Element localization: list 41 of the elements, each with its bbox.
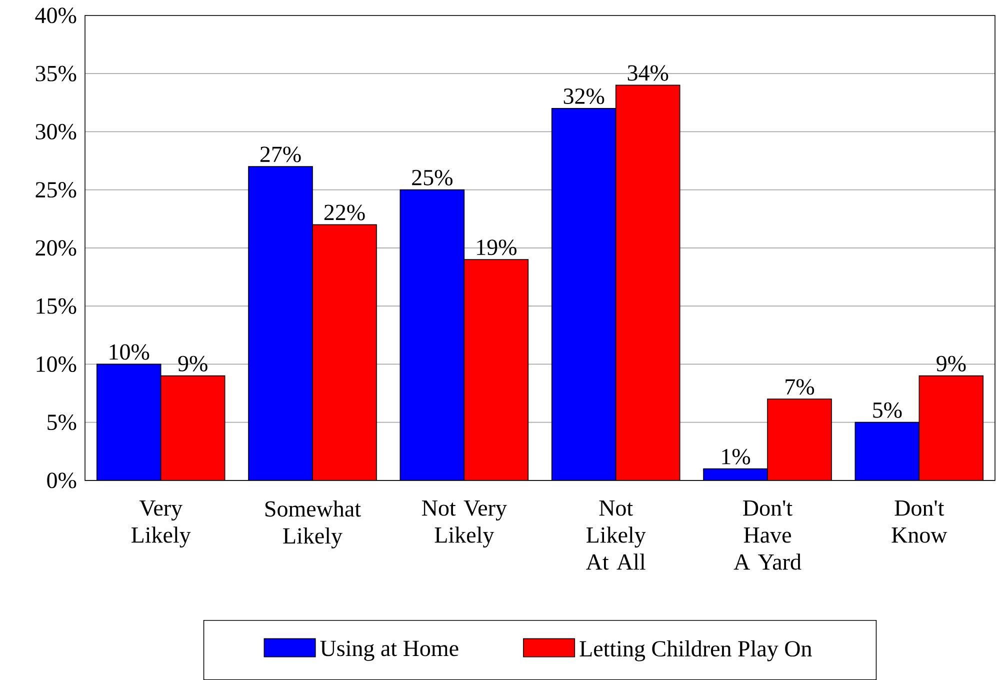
data-label: 5% [873, 402, 902, 418]
bar [464, 260, 528, 480]
y-tick-label: 35% [36, 66, 76, 82]
bar [96, 364, 161, 480]
bar [312, 224, 377, 480]
x-tick-label: Not Very Likely [422, 500, 507, 548]
bar [616, 85, 680, 480]
data-label: 27% [260, 146, 301, 162]
bar [768, 399, 832, 480]
y-tick-label: 40% [35, 8, 76, 24]
x-tick-label: Not Likely At All [586, 500, 646, 570]
bar [704, 468, 768, 480]
y-tick-label: 5% [48, 414, 76, 430]
data-label: 19% [477, 240, 516, 256]
data-label: 9% [178, 356, 208, 372]
y-tick-label: 10% [36, 356, 76, 372]
y-tick-label: 20% [36, 240, 76, 256]
bar [918, 375, 984, 480]
x-tick-label: Somewhat Likely [265, 500, 361, 548]
data-label: 9% [936, 356, 966, 372]
data-label: 32% [564, 88, 604, 104]
y-tick-label: 25% [36, 182, 76, 198]
x-tick-label: Don't Know [892, 500, 948, 543]
y-tick-label: 30% [36, 124, 76, 140]
bar [400, 190, 464, 480]
data-label: 22% [324, 204, 365, 220]
data-label: 34% [628, 65, 668, 81]
bar [552, 108, 616, 480]
y-tick-label: 15% [36, 298, 76, 314]
bar [248, 166, 313, 480]
x-tick-label: Don't Have A Yard [734, 500, 802, 570]
legend-label: Using at Home [320, 640, 458, 661]
data-label: 25% [412, 170, 452, 186]
data-label: 7% [786, 379, 814, 395]
y-tick-label: 0% [47, 472, 76, 488]
data-label: 1% [722, 448, 750, 464]
x-tick-label: Very Likely [131, 500, 191, 548]
bar [854, 422, 920, 480]
bar [160, 376, 225, 480]
data-label: 10% [110, 344, 150, 360]
legend-label: Letting Children Play On [580, 640, 812, 662]
